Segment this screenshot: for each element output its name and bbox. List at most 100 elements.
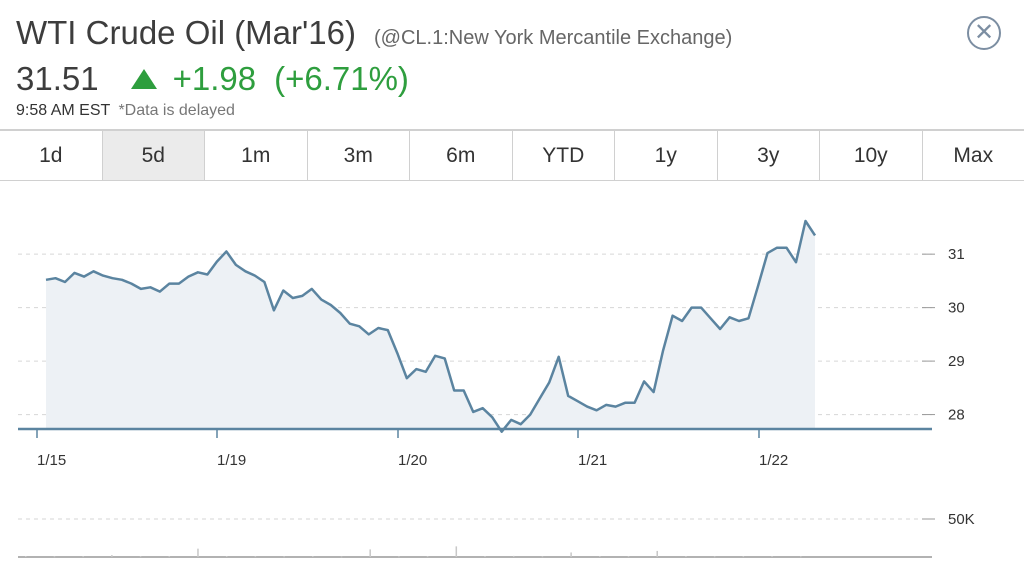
price-point <box>596 409 598 411</box>
price-point <box>263 281 265 283</box>
x-tick-label: 1/15 <box>37 452 66 469</box>
volume-bar <box>340 556 343 558</box>
price-point <box>254 275 256 277</box>
volume-bar <box>599 556 601 557</box>
price-point <box>434 355 436 357</box>
price-point <box>463 390 465 392</box>
price-point <box>748 317 750 319</box>
price-point <box>121 279 123 281</box>
tab-5d[interactable]: 5d <box>102 131 205 180</box>
price-row: 31.51 +1.98 (+6.71%) <box>16 60 409 98</box>
price-point <box>805 220 807 222</box>
quote-time: 9:58 AM EST <box>16 102 110 119</box>
price-point <box>729 316 731 318</box>
price-point <box>396 352 398 354</box>
volume-bar <box>111 555 113 557</box>
y-tick-label: 29 <box>948 353 965 370</box>
tab-6m[interactable]: 6m <box>410 131 513 180</box>
price-point <box>529 414 531 416</box>
price-change-percent: (+6.71%) <box>274 60 409 97</box>
price-point <box>377 327 379 329</box>
price-point <box>577 400 579 402</box>
price-point <box>54 277 56 279</box>
tab-3m[interactable]: 3m <box>308 131 410 180</box>
volume-bar <box>800 556 802 558</box>
price-point <box>339 312 341 314</box>
price-point <box>691 307 693 309</box>
range-tabs: 1d 5d 1m 3m 6m YTD 1y 3y 10y Max <box>0 129 1024 181</box>
tab-3y[interactable]: 3y <box>718 131 820 180</box>
price-change: +1.98 <box>172 60 257 97</box>
price-point <box>738 320 740 322</box>
price-point <box>83 276 85 278</box>
price-point <box>45 279 47 281</box>
volume-bar <box>512 555 515 557</box>
price-point <box>700 307 702 309</box>
price-point <box>795 261 797 263</box>
price-point <box>548 381 550 383</box>
volume-bar <box>254 556 257 558</box>
price-point <box>415 368 417 370</box>
triangle-up-icon <box>130 69 157 89</box>
price-point <box>710 317 712 319</box>
price-point <box>681 320 683 322</box>
close-icon[interactable]: ✕ <box>967 16 1001 50</box>
price-point <box>453 390 455 392</box>
price-point <box>301 295 303 297</box>
price-point <box>520 423 522 425</box>
x-tick-label: 1/22 <box>759 452 788 469</box>
price-point <box>282 290 284 292</box>
price-point <box>102 275 104 277</box>
price-point <box>358 325 360 327</box>
price-point <box>472 411 474 413</box>
volume-bar <box>627 556 630 558</box>
price-line <box>45 219 817 433</box>
price-point <box>406 377 408 379</box>
price-point <box>491 416 493 418</box>
price-point <box>387 329 389 331</box>
price-point <box>757 285 759 287</box>
price-point <box>624 402 626 404</box>
tab-ytd[interactable]: YTD <box>513 131 615 180</box>
price-point <box>662 349 664 351</box>
price-point <box>444 357 446 359</box>
y-tick-label: 28 <box>948 407 965 424</box>
y-tick-label: 30 <box>948 300 965 317</box>
price-point <box>539 398 541 400</box>
price-point <box>73 272 75 274</box>
volume-bar <box>369 549 371 557</box>
delay-note: *Data is delayed <box>118 102 235 119</box>
price-point <box>159 291 161 293</box>
tab-1y[interactable]: 1y <box>615 131 718 180</box>
price-point <box>786 247 788 249</box>
tab-max[interactable]: Max <box>953 143 994 167</box>
volume-bar <box>713 556 716 558</box>
volume-bar <box>398 556 400 558</box>
price-point <box>814 234 816 236</box>
price-point <box>292 297 294 299</box>
volume-bar <box>771 556 773 557</box>
price-point <box>197 271 199 273</box>
price-point <box>216 261 218 263</box>
title-row: WTI Crude Oil (Mar'16) (@CL.1:New York M… <box>16 14 732 52</box>
volume-bar <box>283 556 285 558</box>
volume-bar <box>455 546 458 557</box>
tab-1m[interactable]: 1m <box>205 131 308 180</box>
price-area <box>46 221 815 432</box>
tab-10y[interactable]: 10y <box>820 131 923 180</box>
price-point <box>510 419 512 421</box>
price-point <box>368 333 370 335</box>
price-point <box>130 283 132 285</box>
volume-tick-label: 50K <box>948 511 975 528</box>
price-point <box>653 391 655 393</box>
price-point <box>187 276 189 278</box>
last-price: 31.51 <box>16 60 99 97</box>
instrument-title: WTI Crude Oil (Mar'16) <box>16 14 357 51</box>
price-point <box>558 356 560 358</box>
tab-1d[interactable]: 1d <box>0 131 103 180</box>
price-point <box>482 407 484 409</box>
volume-bar <box>25 556 27 557</box>
volume-bar <box>426 556 429 558</box>
x-tick-label: 1/19 <box>217 452 246 469</box>
